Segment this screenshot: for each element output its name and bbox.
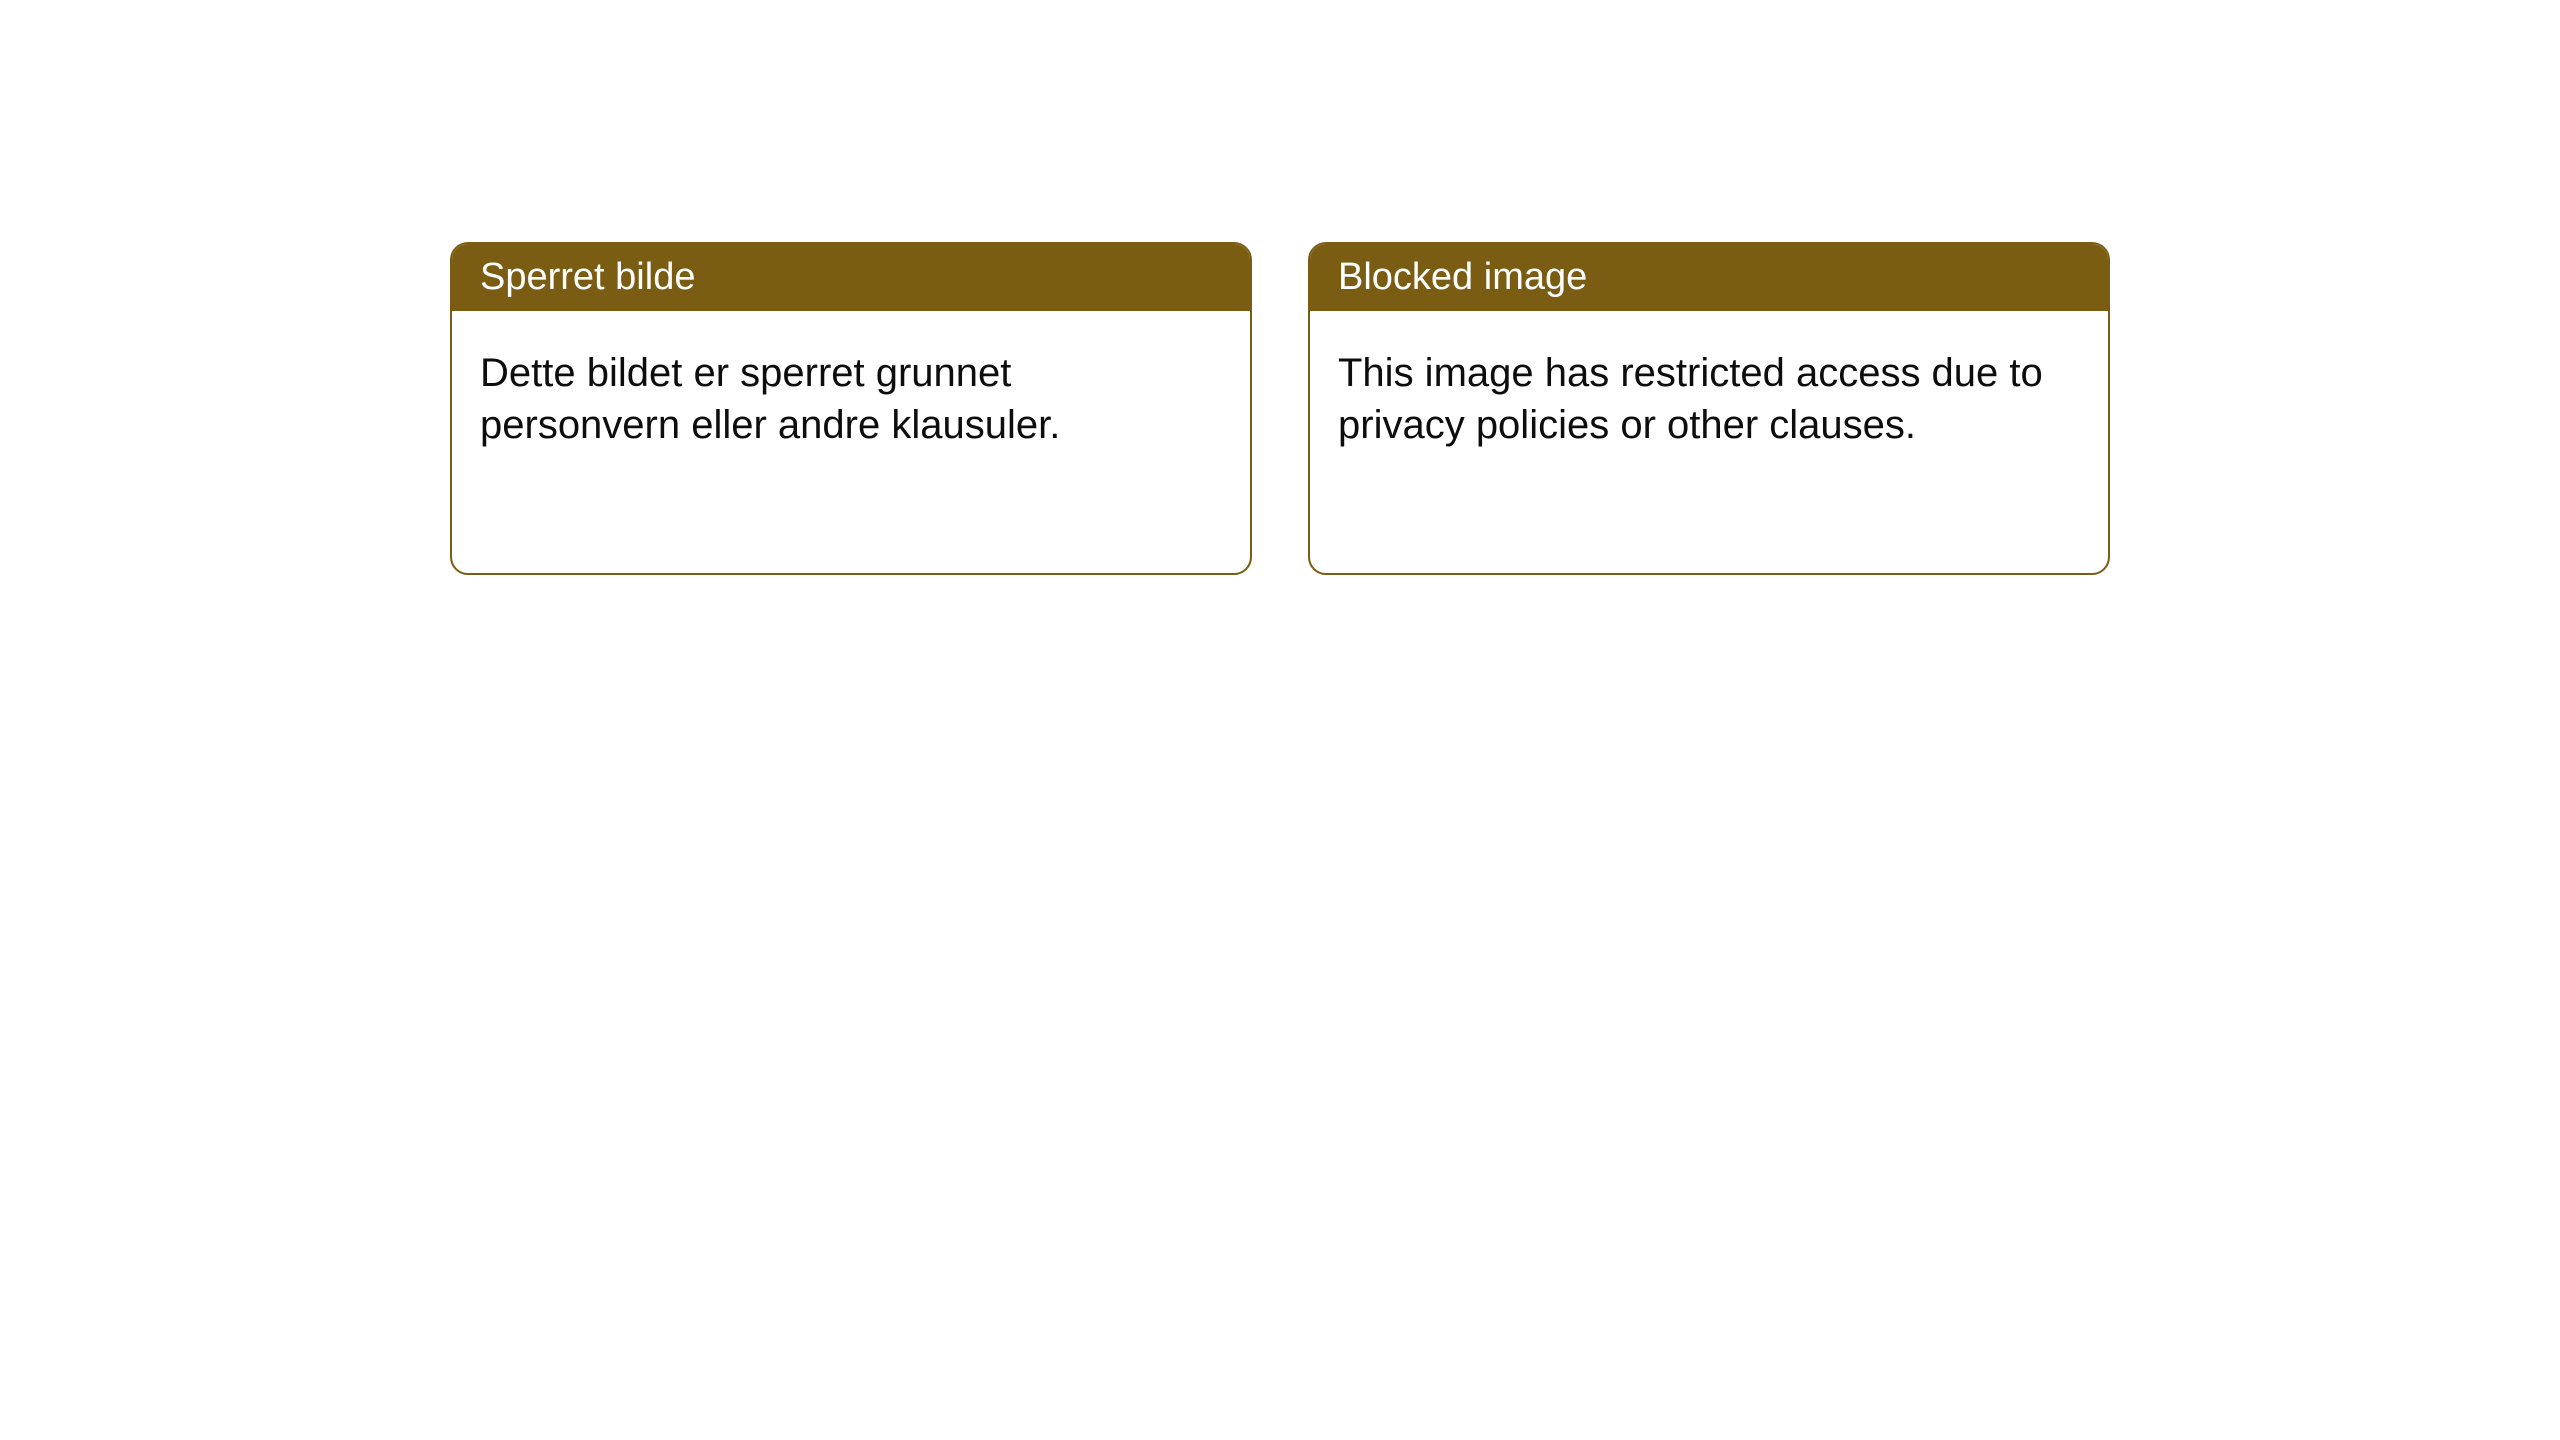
notice-card-body: This image has restricted access due to … [1310, 311, 2108, 487]
notice-container: Sperret bilde Dette bildet er sperret gr… [0, 0, 2560, 575]
notice-card-norwegian: Sperret bilde Dette bildet er sperret gr… [450, 242, 1252, 575]
notice-card-body: Dette bildet er sperret grunnet personve… [452, 311, 1250, 487]
notice-card-title: Sperret bilde [452, 244, 1250, 311]
notice-card-title: Blocked image [1310, 244, 2108, 311]
notice-card-english: Blocked image This image has restricted … [1308, 242, 2110, 575]
